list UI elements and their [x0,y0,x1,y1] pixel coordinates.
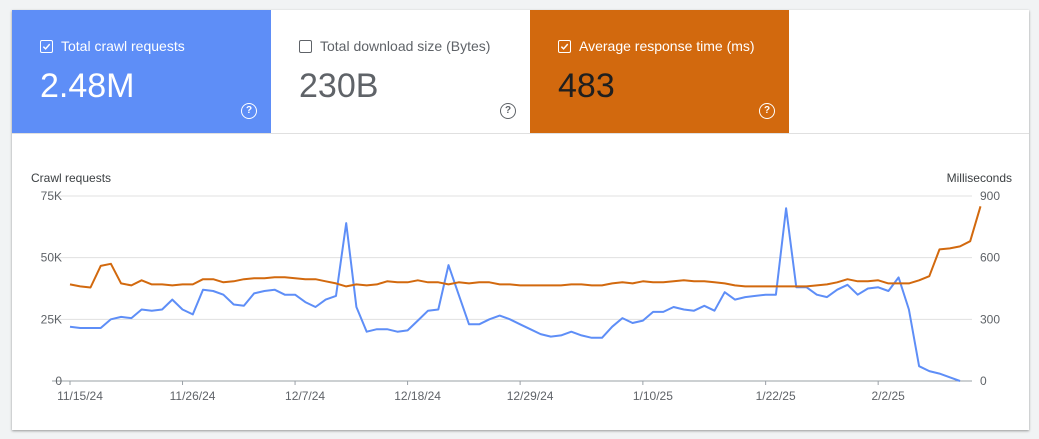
left-tick-label: 75K [41,189,62,203]
left-tick-label: 0 [55,374,62,388]
left-tick-label: 50K [41,251,62,265]
x-axis-ticks: 11/15/24 11/26/24 12/7/24 12/18/24 12/29/24 1… [57,381,905,403]
tile-average-response-time[interactable]: Average response time (ms) 483 ? [530,10,789,133]
x-tick-label: 12/7/24 [285,389,325,403]
left-tick-label: 25K [41,312,62,326]
right-axis-title: Milliseconds [947,171,1012,185]
crawl-chart: Crawl requests Milliseconds 0 25K 50K 75K 0… [31,171,1012,403]
checkbox-checked-icon[interactable] [40,39,53,53]
x-tick-label: 1/10/25 [633,389,673,403]
grid-lines [52,195,972,382]
tile-total-crawl-requests[interactable]: Total crawl requests 2.48M ? [12,10,271,133]
x-tick-label: 1/22/25 [756,389,796,403]
checkbox-checked-icon[interactable] [558,39,571,53]
left-axis-ticks: 0 25K 50K 75K [41,189,63,388]
right-tick-label: 300 [980,312,1000,326]
x-tick-label: 11/15/24 [57,389,103,403]
tile-label: Total crawl requests [61,38,185,54]
right-axis-ticks: 0 300 600 900 [980,189,1000,388]
help-icon[interactable]: ? [500,103,516,119]
x-tick-label: 2/2/25 [871,389,905,403]
tile-value: 483 [558,67,615,105]
tile-label-row: Total download size (Bytes) [299,38,530,54]
tile-total-download-size[interactable]: Total download size (Bytes) 230B ? [271,10,530,133]
crawl-stats-card: Total crawl requests 2.48M ? Total downl… [12,10,1029,430]
help-icon[interactable]: ? [759,103,775,119]
right-tick-label: 600 [980,251,1000,265]
left-axis-title: Crawl requests [31,171,111,185]
x-tick-label: 12/18/24 [394,389,441,403]
tile-label: Average response time (ms) [579,38,755,54]
tile-label-row: Average response time (ms) [558,38,789,54]
response-time-line [69,206,982,289]
checkbox-unchecked-icon[interactable] [299,39,312,53]
crawl-requests-line [69,207,961,382]
series-lines [69,206,982,382]
help-icon[interactable]: ? [241,103,257,119]
tile-label-row: Total crawl requests [40,38,271,54]
metric-tiles: Total crawl requests 2.48M ? Total downl… [12,10,1029,134]
right-tick-label: 900 [980,189,1000,203]
tile-value: 2.48M [40,67,135,105]
right-tick-label: 0 [980,374,987,388]
tile-value: 230B [299,67,379,105]
x-tick-label: 12/29/24 [507,389,554,403]
x-tick-label: 11/26/24 [170,389,216,403]
tile-label: Total download size (Bytes) [320,38,491,54]
